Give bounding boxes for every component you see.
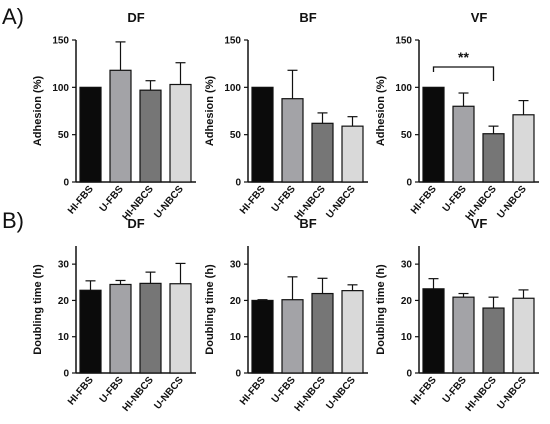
x-tick-label: U-NBCS — [324, 375, 358, 412]
y-tick-label: 150 — [395, 36, 412, 47]
chart-title: VF — [471, 216, 488, 231]
bar-u-fbs — [109, 283, 132, 374]
y-tick-label: 50 — [58, 130, 70, 141]
x-tick-label: U-NBCS — [324, 184, 358, 221]
chart-6: VF 0 10 20 30 Doubling time (h) HI-FBS U-FBSHI-… — [375, 216, 539, 414]
y-tick-label: 50 — [401, 130, 413, 141]
bar-u-nbcs — [512, 114, 535, 183]
chart-5: BF 0 10 20 30 Doubling time (h) HI-FBS U-FBSHI-… — [204, 216, 368, 414]
x-tick-label: HI-FBS — [409, 375, 439, 408]
y-tick-label: 0 — [406, 369, 412, 380]
x-tick-label: HI-FBS — [238, 184, 268, 217]
y-axis-label: Adhesion (%) — [375, 76, 387, 147]
bar-u-nbcs — [169, 283, 192, 374]
x-tick-label: U-NBCS — [152, 375, 186, 412]
bar-u-fbs — [281, 98, 304, 183]
y-axis-label: Adhesion (%) — [32, 76, 44, 147]
x-tick-label: HI-FBS — [66, 375, 96, 408]
bar-hi-fbs — [251, 86, 274, 183]
x-tick-label: U-FBS — [441, 184, 469, 215]
x-tick-label: HI-NBCS — [464, 375, 499, 414]
y-tick-label: 100 — [52, 83, 69, 94]
bar-u-fbs — [109, 69, 132, 183]
x-tick-label: HI-FBS — [409, 184, 439, 217]
y-tick-label: 50 — [230, 130, 242, 141]
bar-u-nbcs — [512, 297, 535, 374]
x-tick-label: U-NBCS — [495, 184, 529, 221]
y-tick-label: 0 — [406, 178, 412, 189]
y-tick-label: 20 — [401, 296, 413, 307]
x-tick-label: HI-NBCS — [121, 375, 156, 414]
y-tick-label: 100 — [224, 83, 241, 94]
bar-hi-fbs — [251, 299, 274, 374]
y-tick-label: 0 — [63, 369, 69, 380]
bar-hi-fbs — [79, 86, 102, 183]
chart-title: BF — [299, 10, 316, 25]
chart-title: VF — [471, 10, 488, 25]
y-axis-label: Doubling time (h) — [32, 264, 44, 355]
y-tick-label: 100 — [395, 83, 412, 94]
panel-label-a: A) — [2, 4, 24, 29]
y-tick-label: 150 — [224, 36, 241, 47]
x-tick-label: HI-FBS — [66, 184, 96, 217]
x-tick-label: U-FBS — [270, 375, 298, 406]
y-tick-label: 10 — [401, 332, 413, 343]
bar-u-fbs — [452, 296, 475, 374]
y-axis-label: Doubling time (h) — [204, 264, 216, 355]
y-tick-label: 0 — [235, 369, 241, 380]
y-tick-label: 0 — [63, 178, 69, 189]
bar-hi-nbcs — [139, 89, 162, 183]
significance-label: ** — [458, 49, 469, 65]
bar-hi-fbs — [79, 289, 102, 374]
x-tick-label: HI-FBS — [238, 375, 268, 408]
y-tick-label: 10 — [58, 332, 70, 343]
x-tick-label: HI-NBCS — [293, 375, 328, 414]
y-axis-label: Doubling time (h) — [375, 264, 387, 355]
chart-4: DF 0 10 20 30 Doubling time (h) HI-FBS U-FBSHI-… — [32, 216, 196, 414]
bar-u-fbs — [452, 105, 475, 183]
y-tick-label: 30 — [401, 260, 413, 271]
bar-u-nbcs — [341, 125, 364, 183]
y-tick-label: 10 — [230, 332, 242, 343]
chart-title: DF — [127, 216, 144, 231]
y-tick-label: 0 — [235, 178, 241, 189]
panel-label-b: B) — [2, 208, 24, 233]
chart-title: BF — [299, 216, 316, 231]
y-tick-label: 20 — [230, 296, 242, 307]
y-tick-label: 20 — [58, 296, 70, 307]
bar-hi-fbs — [422, 86, 445, 183]
chart-title: DF — [127, 10, 144, 25]
y-tick-label: 150 — [52, 36, 69, 47]
bar-u-nbcs — [169, 83, 192, 183]
significance-bracket — [432, 66, 495, 81]
x-tick-label: U-FBS — [441, 375, 469, 406]
bar-hi-nbcs — [482, 307, 505, 374]
x-tick-label: U-FBS — [98, 375, 126, 406]
bar-hi-nbcs — [139, 282, 162, 374]
bar-hi-nbcs — [311, 292, 334, 374]
x-tick-label: U-FBS — [270, 184, 298, 215]
y-tick-label: 30 — [58, 260, 70, 271]
bar-hi-nbcs — [482, 133, 505, 183]
y-tick-label: 30 — [230, 260, 242, 271]
bar-hi-nbcs — [311, 122, 334, 183]
y-axis-label: Adhesion (%) — [204, 76, 216, 147]
bar-u-nbcs — [341, 290, 364, 374]
bar-u-fbs — [281, 299, 304, 374]
bar-hi-fbs — [422, 288, 445, 374]
x-tick-label: U-NBCS — [152, 184, 186, 221]
x-tick-label: U-NBCS — [495, 375, 529, 412]
x-tick-label: U-FBS — [98, 184, 126, 215]
